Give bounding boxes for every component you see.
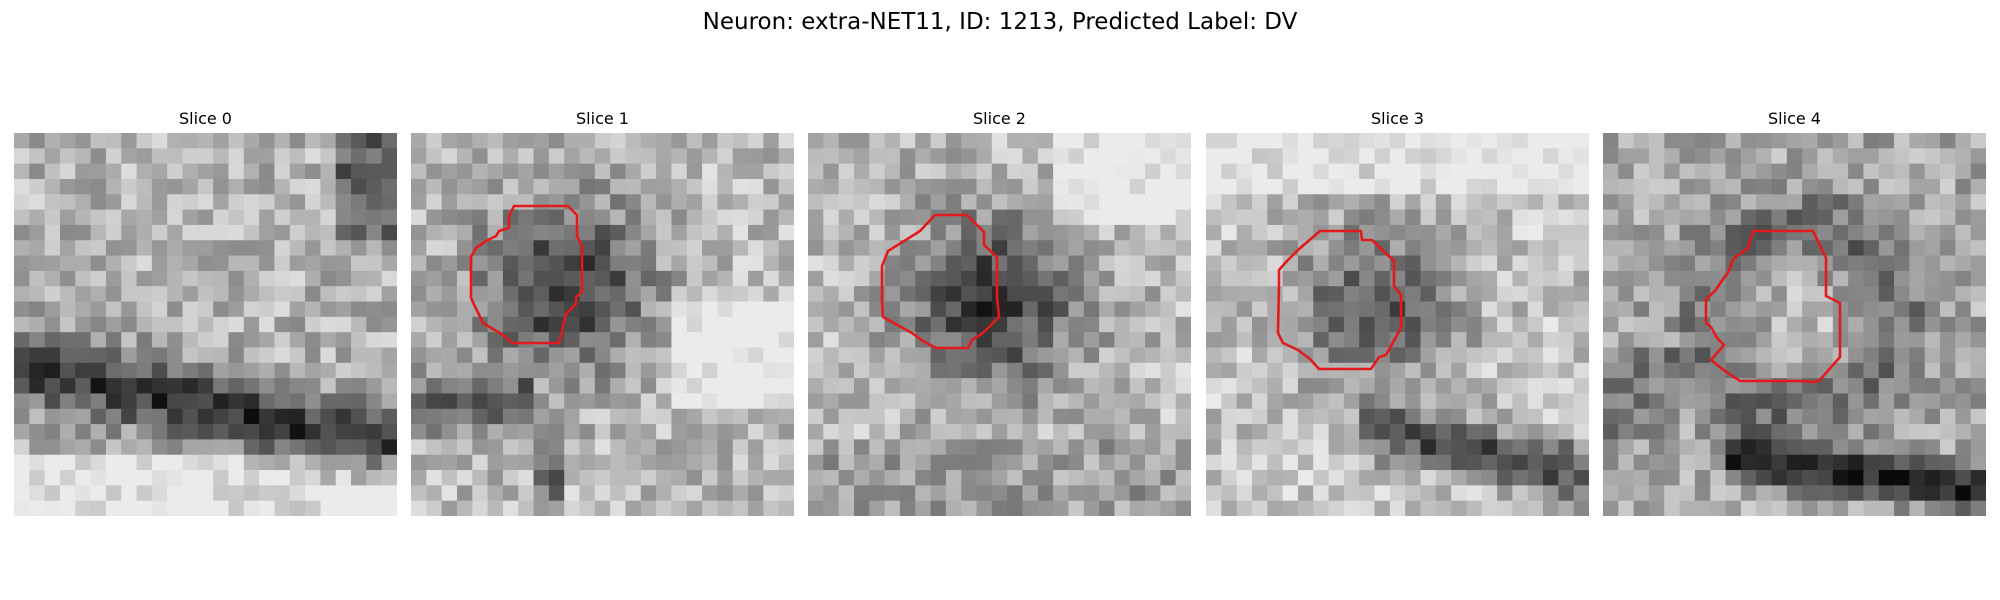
slice-image bbox=[808, 133, 1191, 516]
roi-contour bbox=[469, 204, 584, 345]
slice-image bbox=[1603, 133, 1986, 516]
slice-title: Slice 2 bbox=[973, 109, 1026, 128]
slice-title: Slice 0 bbox=[179, 109, 232, 128]
slice-title: Slice 3 bbox=[1371, 109, 1424, 128]
slice-image bbox=[1206, 133, 1589, 516]
roi-contour bbox=[1704, 229, 1842, 384]
slice-panel-4: Slice 4 bbox=[1603, 109, 1986, 516]
slice-panel-1: Slice 1 bbox=[411, 109, 794, 516]
roi-contour bbox=[880, 213, 1001, 350]
slice-panel-0: Slice 0 bbox=[14, 109, 397, 516]
slice-image bbox=[14, 133, 397, 516]
roi-contour bbox=[1276, 229, 1403, 371]
slice-panel-2: Slice 2 bbox=[808, 109, 1191, 516]
slice-image bbox=[411, 133, 794, 516]
slice-title: Slice 4 bbox=[1768, 109, 1821, 128]
slice-title: Slice 1 bbox=[576, 109, 629, 128]
figure-title: Neuron: extra-NET11, ID: 1213, Predicted… bbox=[702, 9, 1298, 35]
slice-panel-3: Slice 3 bbox=[1206, 109, 1589, 516]
